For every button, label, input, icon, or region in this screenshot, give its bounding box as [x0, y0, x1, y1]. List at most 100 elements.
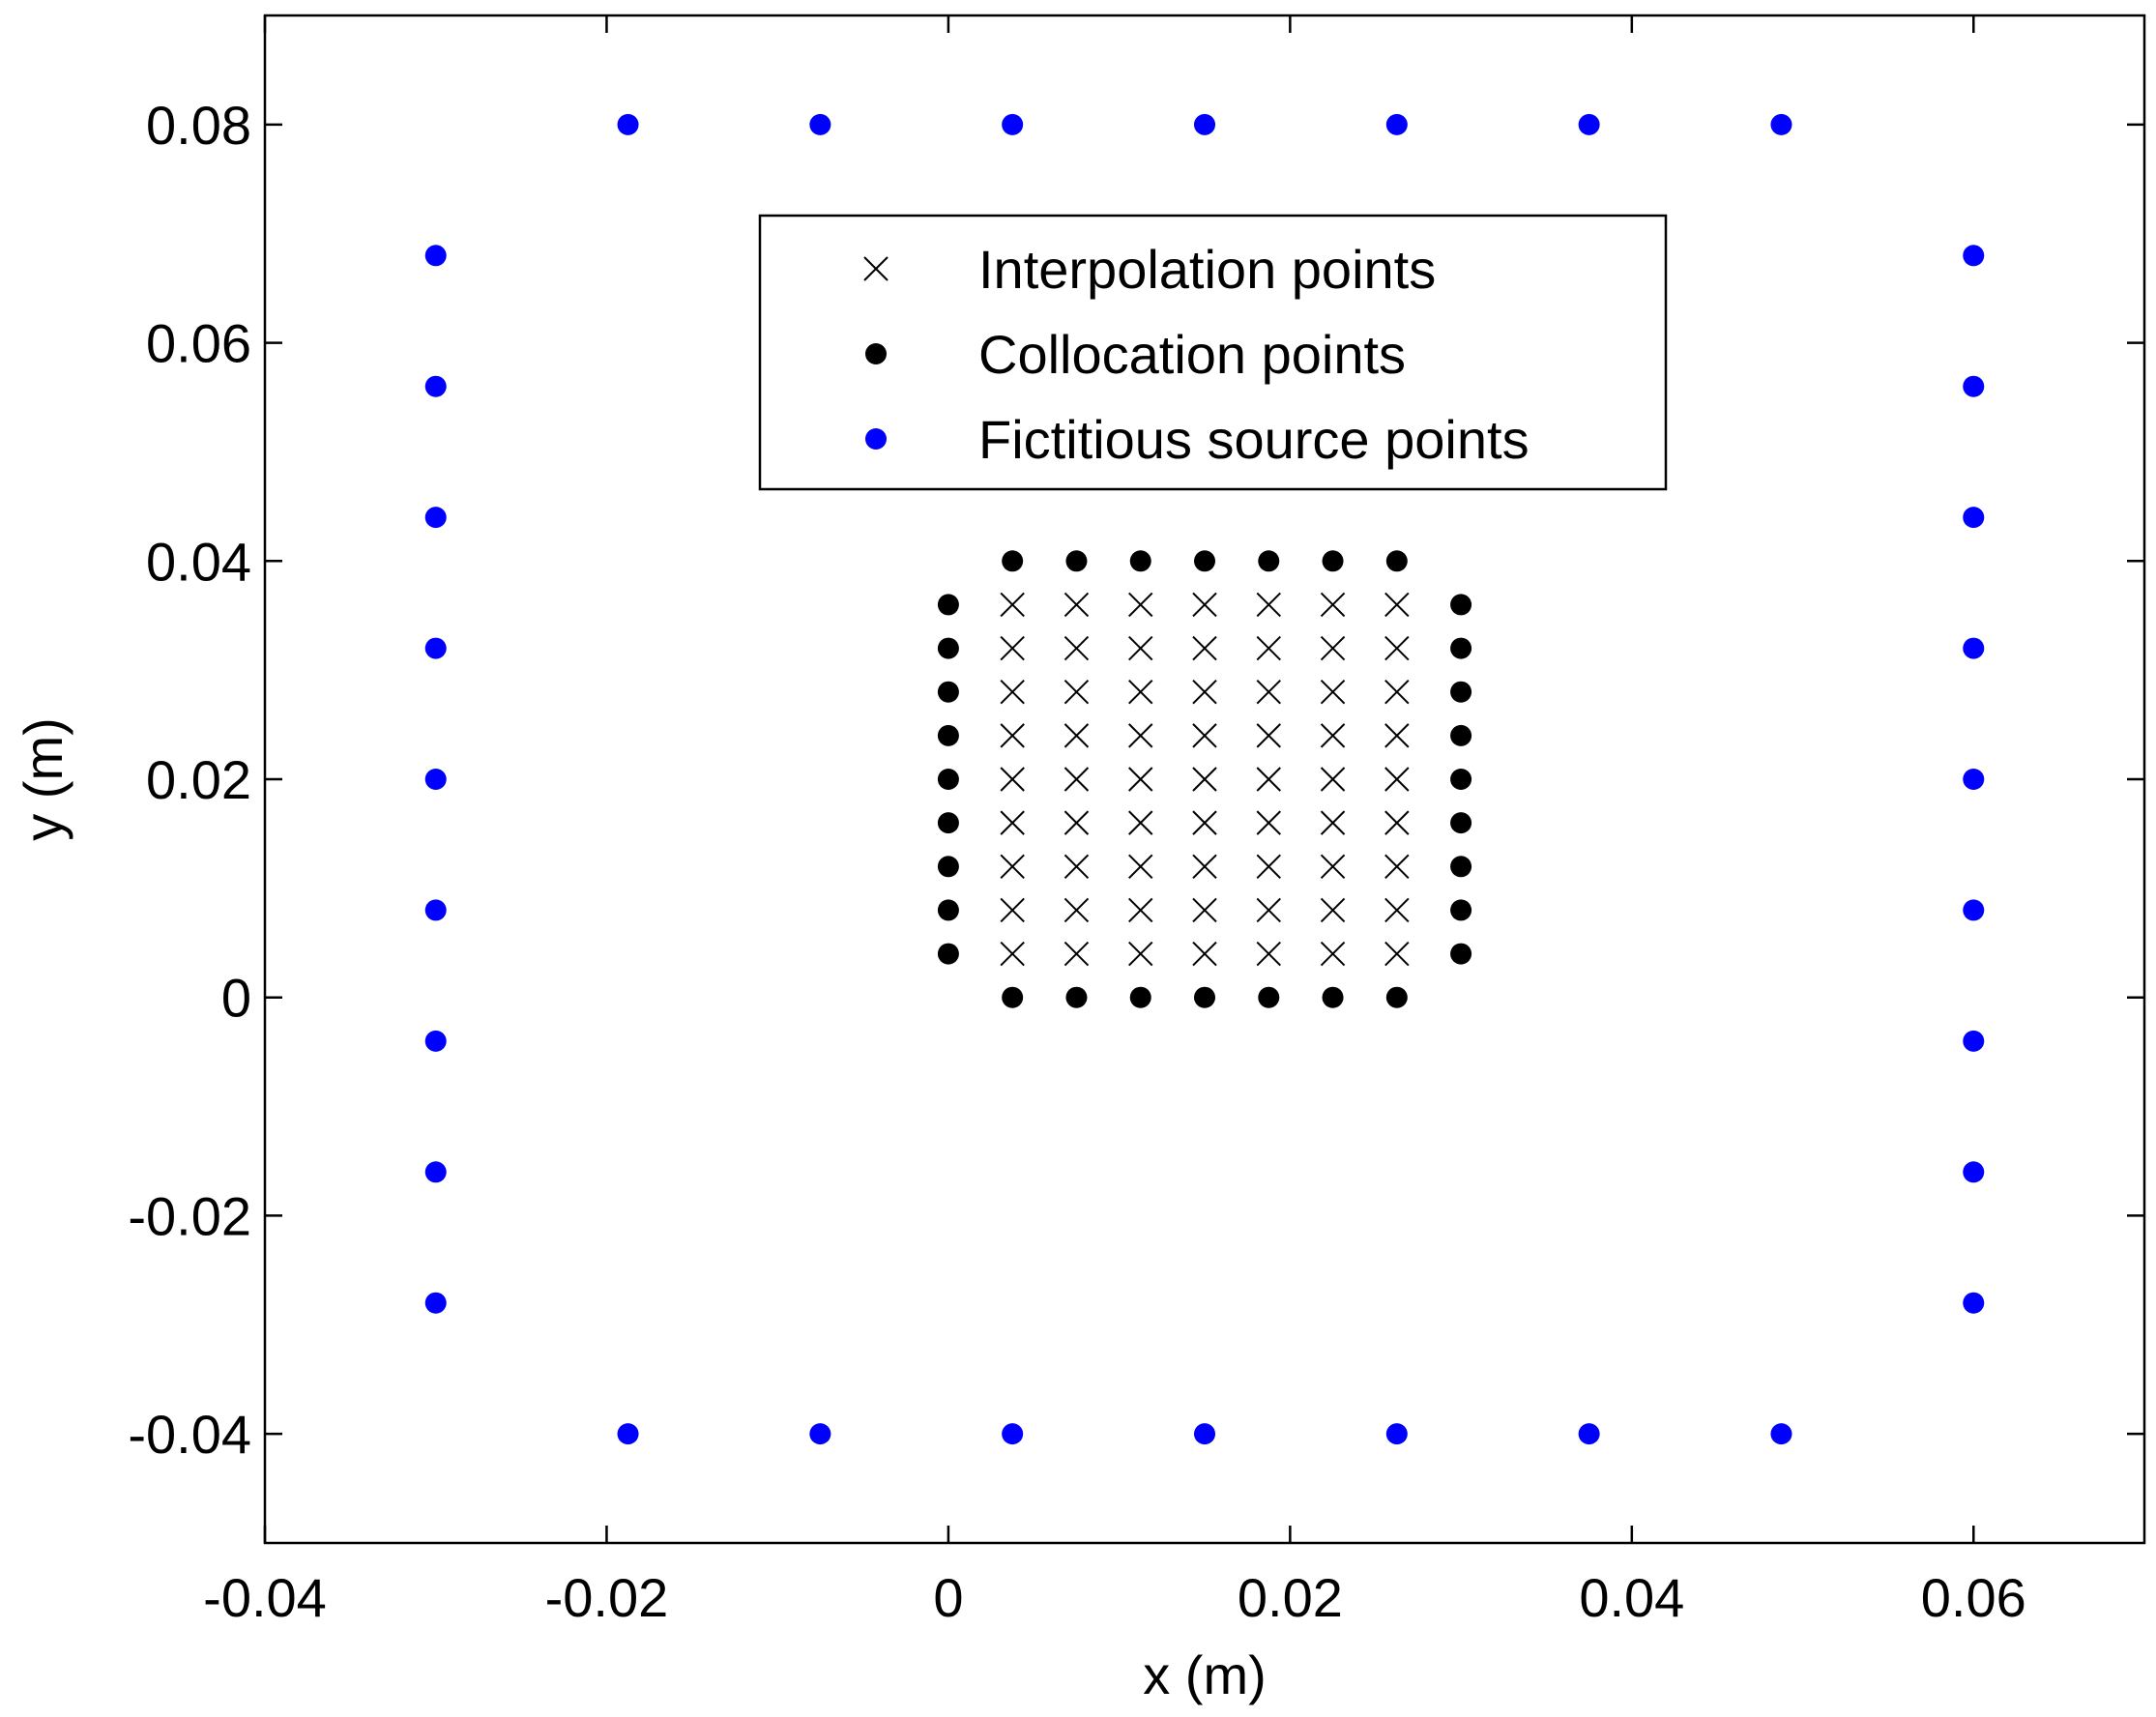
fictitious-source-point [424, 1292, 447, 1314]
interpolation-point [1320, 854, 1346, 879]
collocation-point [937, 943, 959, 965]
collocation-point [1385, 986, 1408, 1008]
interpolation-point [1063, 897, 1090, 923]
interpolation-point [1384, 680, 1410, 705]
interpolation-point [1320, 680, 1346, 705]
interpolation-point [1192, 897, 1217, 923]
interpolation-point [1384, 810, 1410, 835]
fictitious-source-point [1770, 113, 1792, 135]
interpolation-point [1192, 680, 1217, 705]
collocation-point [1450, 856, 1472, 878]
fictitious-source-point [424, 769, 447, 790]
interpolation-point [1063, 723, 1090, 748]
interpolation-point [1063, 767, 1090, 792]
x-axis-ticks: -0.04 -0.02 0 0.02 0.04 0.06 [203, 15, 2026, 1628]
legend-label: Interpolation points [978, 239, 1436, 300]
fictitious-source-point [1963, 1161, 1985, 1183]
legend-marker [865, 343, 887, 364]
fictitious-source-point [1578, 1423, 1600, 1445]
interpolation-point [1256, 897, 1281, 923]
interpolation-point [1063, 592, 1090, 618]
interpolation-point [1063, 810, 1090, 835]
interpolation-point [1128, 723, 1153, 748]
interpolation-point [1192, 810, 1217, 835]
fictitious-source-point [617, 113, 639, 135]
interpolation-point [1000, 592, 1025, 618]
interpolation-point [1384, 723, 1410, 748]
fictitious-source-point [424, 1030, 447, 1052]
collocation-point [1322, 550, 1344, 572]
collocation-point [937, 812, 959, 834]
fictitious-source-point [1963, 245, 1985, 267]
interpolation-point [1256, 680, 1281, 705]
fictitious-source-point [1963, 899, 1985, 921]
fictitious-source-point [424, 899, 447, 921]
interpolation-point [1063, 635, 1090, 661]
fictitious-source-point [1770, 1423, 1792, 1445]
interpolation-point [1000, 810, 1025, 835]
interpolation-point [1128, 854, 1153, 879]
interpolation-point [1384, 592, 1410, 618]
x-tick-label: 0.04 [1579, 1567, 1684, 1628]
fictitious-source-point [424, 375, 447, 397]
interpolation-point [1192, 854, 1217, 879]
x-tick-label: -0.04 [203, 1567, 327, 1628]
fictitious-source-point [1963, 769, 1985, 790]
interpolation-point [1000, 897, 1025, 923]
interpolation-point [1000, 854, 1025, 879]
fictitious-source-point [424, 637, 447, 659]
interpolation-point [1063, 941, 1090, 967]
fictitious-source-point [1578, 113, 1600, 135]
interpolation-point [1384, 635, 1410, 661]
interpolation-point [1000, 941, 1025, 967]
interpolation-point [1256, 941, 1281, 967]
fictitious-source-point [1385, 1423, 1408, 1445]
interpolation-point [1000, 635, 1025, 661]
interpolation-point [1320, 897, 1346, 923]
collocation-point [1322, 986, 1344, 1008]
x-tick-label: 0 [933, 1567, 963, 1628]
fictitious-source-point [1963, 1292, 1985, 1314]
interpolation-point [1384, 767, 1410, 792]
y-tick-label: 0.08 [146, 95, 251, 156]
interpolation-point [1128, 810, 1153, 835]
collocation-point [1450, 681, 1472, 703]
collocation-point [1450, 943, 1472, 965]
fictitious-source-point [1963, 1030, 1985, 1052]
interpolation-point [1384, 854, 1410, 879]
y-tick-label: -0.02 [128, 1185, 251, 1246]
collocation-point [937, 594, 959, 616]
collocation-point [1258, 986, 1280, 1008]
collocation-point [937, 681, 959, 703]
collocation-point [1450, 637, 1472, 659]
collocation-point [937, 724, 959, 746]
x-axis-label: x (m) [1143, 1644, 1267, 1705]
collocation-point [1129, 986, 1151, 1008]
interpolation-point [1384, 897, 1410, 923]
interpolation-point [1128, 592, 1153, 618]
interpolation-point [1320, 723, 1346, 748]
fictitious-source-point [1963, 507, 1985, 529]
y-tick-label: 0.04 [146, 531, 251, 592]
collocation-point [1002, 550, 1024, 572]
interpolation-point [1192, 723, 1217, 748]
collocation-point [1385, 550, 1408, 572]
x-tick-label: 0.02 [1238, 1567, 1343, 1628]
collocation-point [937, 856, 959, 878]
fictitious-source-point [1385, 113, 1408, 135]
interpolation-point [1256, 723, 1281, 748]
interpolation-point [1320, 941, 1346, 967]
fictitious-source-point [1963, 637, 1985, 659]
interpolation-point [1000, 680, 1025, 705]
fictitious-source-point [617, 1423, 639, 1445]
legend-label: Fictitious source points [978, 409, 1530, 470]
collocation-point [1194, 550, 1215, 572]
interpolation-point [1063, 854, 1090, 879]
y-tick-label: 0.06 [146, 313, 251, 374]
collocation-point [1194, 986, 1215, 1008]
interpolation-point [1128, 680, 1153, 705]
interpolation-point [1384, 941, 1410, 967]
collocation-point [1450, 769, 1472, 790]
legend-marker [865, 428, 887, 450]
